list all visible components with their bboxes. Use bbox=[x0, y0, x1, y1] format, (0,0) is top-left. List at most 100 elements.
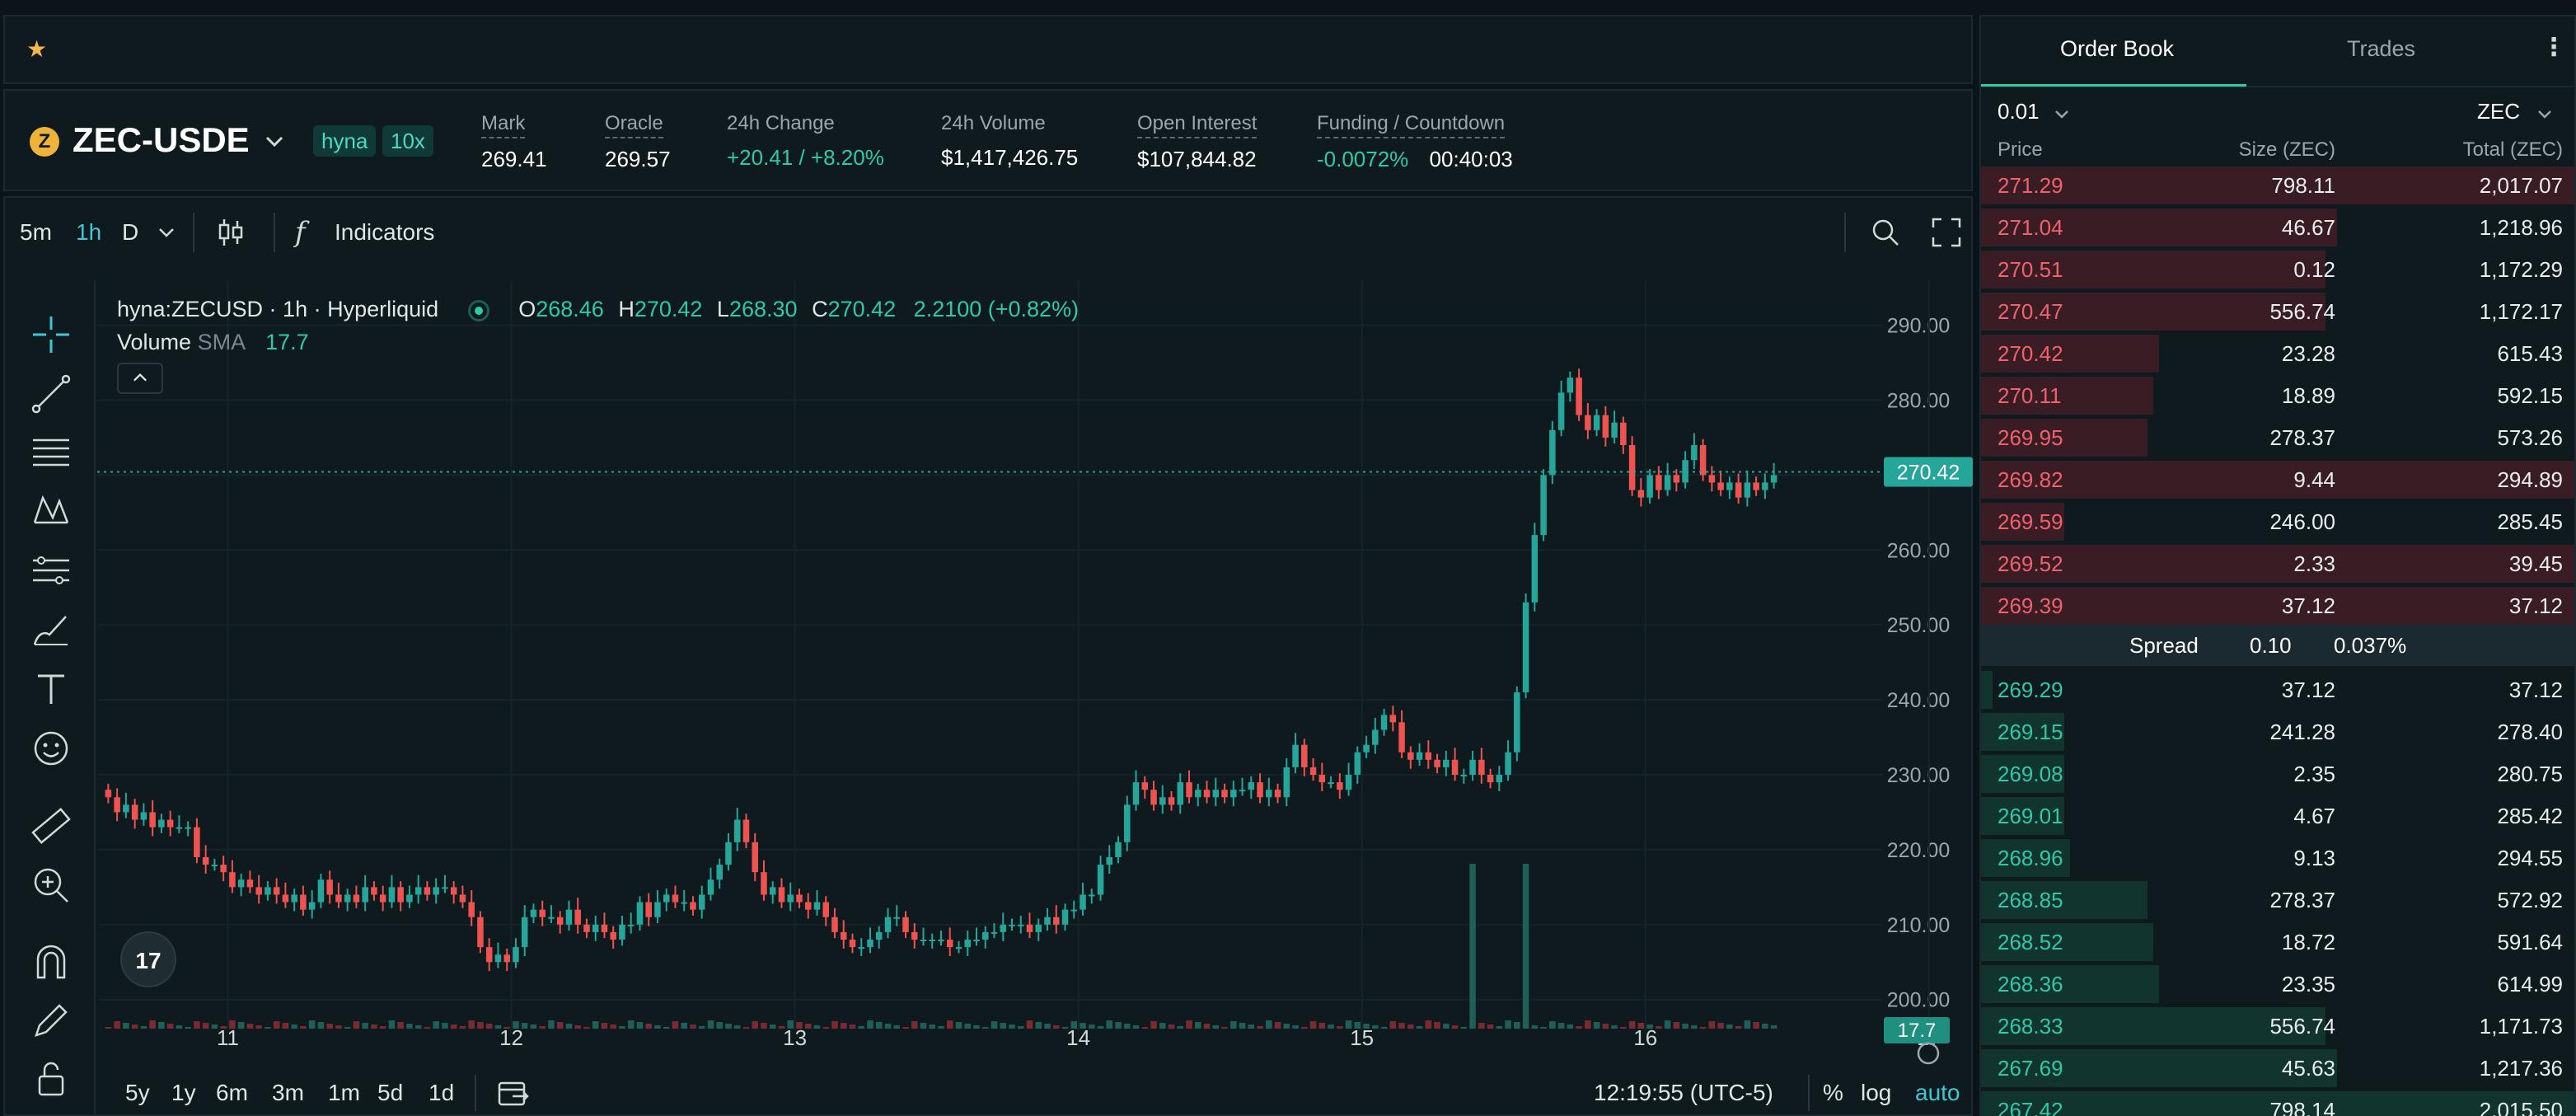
stat-label[interactable]: Mark bbox=[481, 112, 526, 138]
ask-row[interactable]: 269.59 246.00 285.45 bbox=[1981, 501, 2574, 542]
bid-row[interactable]: 269.01 4.67 285.42 bbox=[1981, 795, 2574, 837]
zoom-in-icon[interactable] bbox=[30, 864, 73, 907]
tab-order-book[interactable]: Order Book bbox=[2060, 36, 2175, 61]
chevron-down-icon[interactable] bbox=[155, 221, 178, 244]
range-1m[interactable]: 1m bbox=[328, 1080, 360, 1105]
range-bar: 5y 1y 6m 3m 1m 5d 1d 12:19:55 (UTC-5) % … bbox=[97, 1071, 1973, 1116]
candle-body bbox=[317, 879, 325, 903]
unit-select[interactable]: ZEC bbox=[2477, 99, 2520, 124]
ask-row[interactable]: 270.47 556.74 1,172.17 bbox=[1981, 291, 2574, 332]
bid-row[interactable]: 269.15 241.28 278.40 bbox=[1981, 711, 2574, 753]
bid-row[interactable]: 268.96 9.13 294.55 bbox=[1981, 837, 2574, 879]
ask-row[interactable]: 270.42 23.28 615.43 bbox=[1981, 333, 2574, 374]
chevron-down-icon[interactable] bbox=[262, 129, 287, 153]
timeframe-d[interactable]: D bbox=[122, 219, 139, 245]
tab-trades[interactable]: Trades bbox=[2347, 36, 2416, 61]
price-chart[interactable]: 290.00280.00270.00260.00250.00240.00230.… bbox=[97, 280, 1973, 1116]
pattern-icon[interactable] bbox=[30, 490, 73, 532]
candle-body bbox=[1611, 422, 1618, 438]
range-3m[interactable]: 3m bbox=[272, 1080, 304, 1105]
volume-bar bbox=[1380, 1027, 1388, 1029]
row-price: 270.42 bbox=[1998, 341, 2063, 366]
volume-bar bbox=[459, 1026, 466, 1029]
crosshair-icon[interactable] bbox=[30, 313, 73, 356]
volume-bar bbox=[166, 1024, 174, 1029]
timeframe-5m[interactable]: 5m bbox=[20, 219, 52, 245]
y-tick-label: 250.00 bbox=[1887, 614, 1950, 637]
candle-body bbox=[1009, 924, 1015, 926]
bid-row[interactable]: 268.52 18.72 591.64 bbox=[1981, 921, 2574, 963]
volume-bar bbox=[964, 1024, 972, 1029]
ask-row[interactable]: 271.29 798.11 2,017.07 bbox=[1981, 165, 2574, 206]
sma-value: 17.7 bbox=[265, 330, 309, 354]
row-price: 268.85 bbox=[1998, 888, 2063, 912]
chevron-down-icon[interactable] bbox=[2535, 104, 2555, 124]
pair-name[interactable]: ZEC-USDE bbox=[73, 120, 250, 159]
stat-label[interactable]: Funding / Countdown bbox=[1317, 112, 1506, 138]
pencil-lock-icon[interactable] bbox=[30, 999, 73, 1042]
ask-row[interactable]: 269.39 37.12 37.12 bbox=[1981, 585, 2574, 626]
ask-row[interactable]: 271.04 46.67 1,218.96 bbox=[1981, 207, 2574, 248]
ask-row[interactable]: 270.11 18.89 592.15 bbox=[1981, 375, 2574, 416]
collapse-legend-button[interactable] bbox=[117, 363, 163, 394]
ask-row[interactable]: 269.82 9.44 294.89 bbox=[1981, 459, 2574, 500]
tab-divider bbox=[1981, 86, 2576, 87]
candle-type-icon[interactable] bbox=[214, 216, 247, 249]
candle-body bbox=[1168, 797, 1175, 805]
range-5d[interactable]: 5d bbox=[377, 1080, 404, 1105]
bid-row[interactable]: 269.08 2.35 280.75 bbox=[1981, 753, 2574, 795]
market-status-icon[interactable] bbox=[467, 299, 489, 321]
volume-bar bbox=[1762, 1024, 1768, 1029]
range-1d[interactable]: 1d bbox=[429, 1080, 455, 1105]
volume-bar bbox=[1656, 1026, 1662, 1029]
zoom-search-icon[interactable] bbox=[1869, 216, 1902, 249]
text-tool-icon[interactable] bbox=[30, 668, 73, 710]
indicators-button[interactable]: Indicators bbox=[335, 219, 435, 245]
leverage-badge[interactable]: 10x bbox=[382, 125, 433, 157]
ask-row[interactable]: 269.95 278.37 573.26 bbox=[1981, 417, 2574, 458]
star-icon[interactable]: ★ bbox=[26, 36, 48, 62]
fullscreen-icon[interactable] bbox=[1930, 216, 1963, 249]
range-5y[interactable]: 5y bbox=[125, 1080, 150, 1105]
more-options-icon[interactable]: ⋮ bbox=[2541, 34, 2566, 61]
prediction-icon[interactable] bbox=[30, 549, 73, 592]
stat-label[interactable]: Open Interest bbox=[1137, 112, 1258, 138]
chevron-down-icon[interactable] bbox=[2052, 104, 2072, 124]
bid-row[interactable]: 269.29 37.12 37.12 bbox=[1981, 669, 2574, 710]
volume-bar bbox=[698, 1026, 705, 1029]
y-tick-label: 290.00 bbox=[1887, 315, 1950, 338]
stat-label[interactable]: Oracle bbox=[605, 112, 663, 138]
gear-icon[interactable] bbox=[1917, 1042, 1940, 1065]
candle-body bbox=[981, 931, 989, 940]
horizontal-lines-icon[interactable] bbox=[30, 430, 73, 473]
candle-body bbox=[1195, 790, 1201, 798]
ask-row[interactable]: 269.52 2.33 39.45 bbox=[1981, 543, 2574, 584]
range-1y[interactable]: 1y bbox=[171, 1080, 196, 1105]
timeframe-1h[interactable]: 1h bbox=[76, 219, 102, 245]
ask-row[interactable]: 270.51 0.12 1,172.29 bbox=[1981, 249, 2574, 290]
magnet-icon[interactable] bbox=[30, 941, 73, 984]
emoji-icon[interactable] bbox=[30, 727, 73, 770]
bid-row[interactable]: 268.33 556.74 1,171.73 bbox=[1981, 1006, 2574, 1047]
bid-row[interactable]: 267.69 45.63 1,217.36 bbox=[1981, 1048, 2574, 1089]
date-range-icon[interactable] bbox=[496, 1076, 529, 1109]
ruler-icon[interactable] bbox=[30, 804, 73, 847]
bid-row[interactable]: 268.85 278.37 572.92 bbox=[1981, 879, 2574, 921]
tick-size-select[interactable]: 0.01 bbox=[1998, 99, 2040, 124]
candle-body bbox=[326, 879, 333, 895]
fx-icon[interactable]: f bbox=[295, 216, 306, 249]
auto-scale-toggle[interactable]: auto bbox=[1915, 1080, 1960, 1105]
candle-body bbox=[1000, 924, 1007, 932]
order-book-panel: Order Book Trades ⋮ 0.01 ZEC Price Size … bbox=[1979, 15, 2576, 1116]
brush-icon[interactable] bbox=[30, 608, 73, 651]
percent-scale-toggle[interactable]: % bbox=[1823, 1080, 1843, 1105]
log-scale-toggle[interactable]: log bbox=[1861, 1080, 1892, 1105]
volume-bar bbox=[1567, 1025, 1574, 1029]
trend-line-icon[interactable] bbox=[30, 373, 73, 415]
col-price: Price bbox=[1998, 138, 2043, 161]
candlestick-chart[interactable]: 290.00280.00270.00260.00250.00240.00230.… bbox=[97, 280, 1973, 1071]
lock-icon[interactable] bbox=[30, 1057, 73, 1100]
range-6m[interactable]: 6m bbox=[216, 1080, 248, 1105]
bid-row[interactable]: 267.42 798.14 2,015.50 bbox=[1981, 1090, 2574, 1116]
bid-row[interactable]: 268.36 23.35 614.99 bbox=[1981, 964, 2574, 1005]
